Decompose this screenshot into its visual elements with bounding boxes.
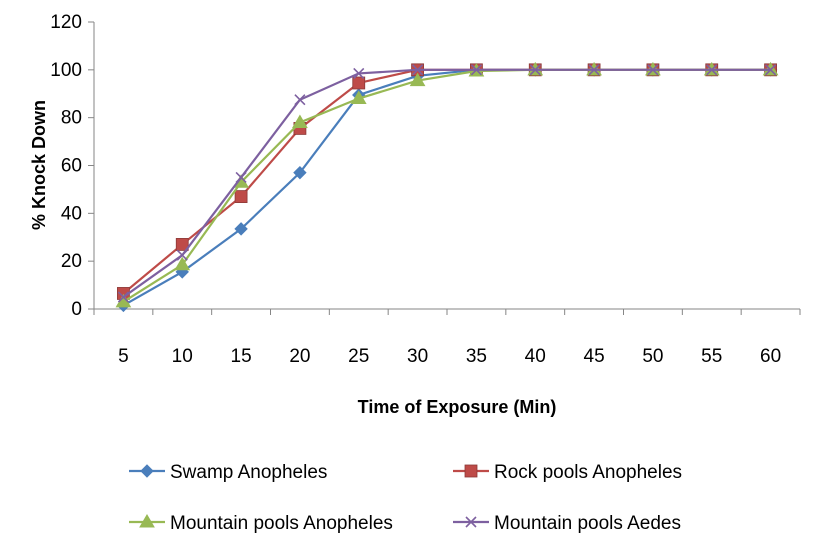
data-point [292, 114, 308, 128]
data-point [174, 256, 191, 271]
data-point [234, 190, 248, 203]
series-layer [115, 61, 779, 313]
legend-label: Mountain pools Anopheles [170, 513, 393, 534]
y-tick-label: 120 [50, 12, 82, 33]
data-point [234, 222, 248, 236]
legend: Swamp Anopheles Rock pools Anopheles Mount… [129, 462, 682, 534]
legend-swatch-marker [139, 514, 155, 528]
data-point [588, 64, 600, 76]
x-tick-label: 55 [701, 346, 722, 367]
x-axis-title: Time of Exposure (Min) [358, 397, 557, 417]
data-point [470, 64, 482, 76]
y-tick-label: 20 [61, 251, 82, 272]
x-tick-label: 10 [172, 346, 193, 367]
data-point [765, 64, 777, 76]
y-tick-label: 0 [71, 299, 82, 320]
legend-label: Mountain pools Aedes [494, 513, 681, 534]
data-point [706, 64, 718, 76]
x-tick-label: 25 [348, 346, 369, 367]
x-tick-label: 30 [407, 346, 428, 367]
legend-label: Rock pools Anopheles [494, 462, 682, 483]
series-line [122, 68, 771, 307]
data-point [117, 291, 129, 303]
series-line [122, 68, 771, 295]
x-tick-label: 60 [760, 346, 781, 367]
legend-item: Mountain pools Aedes [453, 513, 681, 534]
legend-label: Swamp Anopheles [170, 462, 327, 483]
series-rock-pools-anopheles [117, 63, 777, 300]
data-point [353, 67, 365, 79]
x-tick-label: 45 [584, 346, 605, 367]
y-tick-label: 40 [61, 203, 82, 224]
data-point [294, 94, 306, 106]
x-tick-label: 5 [118, 346, 129, 367]
data-point [412, 64, 424, 76]
data-point [235, 171, 247, 184]
x-tick-label: 20 [289, 346, 310, 367]
data-point [175, 238, 189, 251]
legend-item: Mountain pools Anopheles [129, 513, 393, 534]
series-mountain-pools-aedes [117, 64, 777, 303]
y-tick-label: 60 [61, 156, 82, 177]
data-point [293, 165, 307, 180]
legend-swatch-marker [464, 464, 478, 478]
legend-item: Swamp Anopheles [129, 462, 327, 483]
x-tick-label: 35 [466, 346, 487, 367]
series-line [122, 68, 771, 298]
axes: 0 20 40 60 80 100 120 5 10 15 20 25 30 35 40 45 50 55 60 [50, 12, 801, 367]
data-point [176, 249, 188, 261]
y-tick-label: 80 [61, 108, 82, 129]
legend-swatch-marker [465, 516, 477, 528]
x-tick-label: 15 [231, 346, 252, 367]
series-swamp-anopheles [116, 63, 778, 313]
series-line [122, 68, 771, 303]
legend-item: Rock pools Anopheles [453, 462, 682, 483]
y-axis-title: % Knock Down [29, 100, 49, 230]
data-point [647, 64, 659, 76]
data-point [350, 90, 367, 105]
x-tick-label: 50 [642, 346, 663, 367]
series-mountain-pools-anopheles [115, 61, 779, 308]
data-point [529, 64, 541, 76]
data-point [352, 76, 366, 90]
y-tick-label: 100 [50, 60, 82, 81]
x-tick-label: 40 [525, 346, 546, 367]
data-point [409, 72, 426, 87]
legend-swatch-marker [140, 464, 154, 478]
